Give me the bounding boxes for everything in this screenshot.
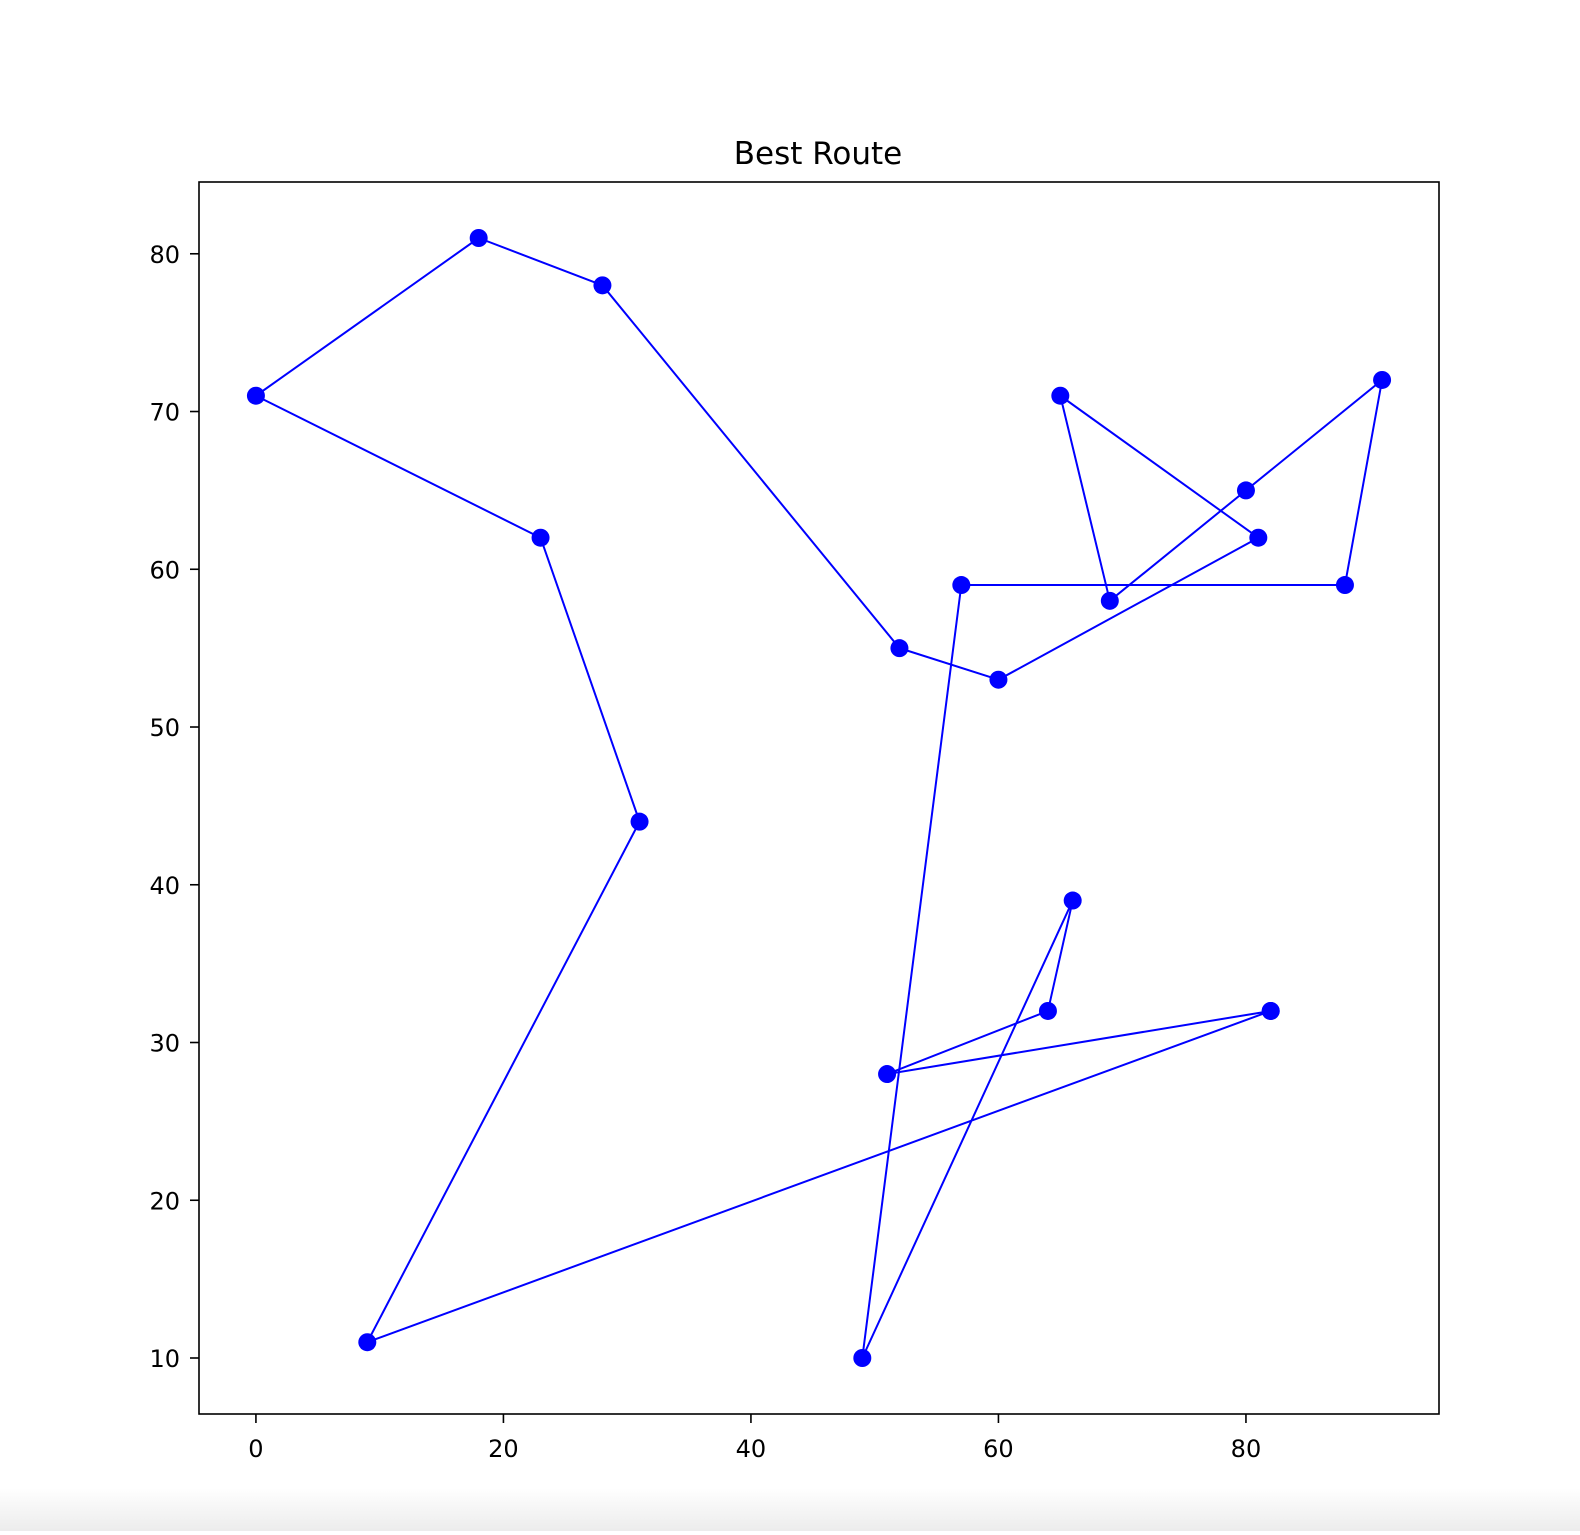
plot-frame <box>198 181 1440 1415</box>
y-tick-label: 20 <box>149 1187 180 1215</box>
axes: 0 20 40 60 80 10 20 30 40 50 60 70 80 <box>149 241 1261 1463</box>
x-tick-label: 40 <box>736 1435 767 1463</box>
route-point <box>246 386 265 405</box>
x-tick-label: 80 <box>1231 1435 1262 1463</box>
route-point <box>630 812 649 831</box>
y-tick-label: 50 <box>149 714 180 742</box>
y-tick-label: 40 <box>149 872 180 900</box>
x-tick-label: 60 <box>983 1435 1014 1463</box>
route-point <box>1063 891 1082 910</box>
y-tick-label: 70 <box>149 399 180 427</box>
y-tick-label: 10 <box>149 1345 180 1373</box>
y-tick-label: 30 <box>149 1030 180 1058</box>
y-tick-label: 60 <box>149 556 180 584</box>
route-point <box>1236 481 1255 500</box>
chart-title: Best Route <box>734 136 903 172</box>
route-point <box>1373 370 1392 389</box>
x-tick-label: 20 <box>488 1435 519 1463</box>
route-point <box>1038 1001 1057 1020</box>
route-point <box>890 639 909 658</box>
route-point <box>989 670 1008 689</box>
route-point <box>1051 386 1070 405</box>
route-point <box>531 528 550 547</box>
route-point <box>1100 591 1119 610</box>
route-line <box>254 237 1384 1359</box>
route-point <box>1261 1001 1280 1020</box>
y-tick-label: 80 <box>149 241 180 269</box>
route-point <box>593 276 612 295</box>
route-point <box>1335 576 1354 595</box>
route-point <box>952 576 971 595</box>
route-point <box>469 229 488 247</box>
route-point <box>1249 528 1268 547</box>
route-point <box>853 1349 872 1367</box>
window-bottom-edge <box>0 1488 1580 1531</box>
route-point <box>878 1065 897 1084</box>
x-tick-label: 0 <box>248 1435 263 1463</box>
route-series <box>246 229 1392 1367</box>
route-point <box>358 1333 377 1352</box>
